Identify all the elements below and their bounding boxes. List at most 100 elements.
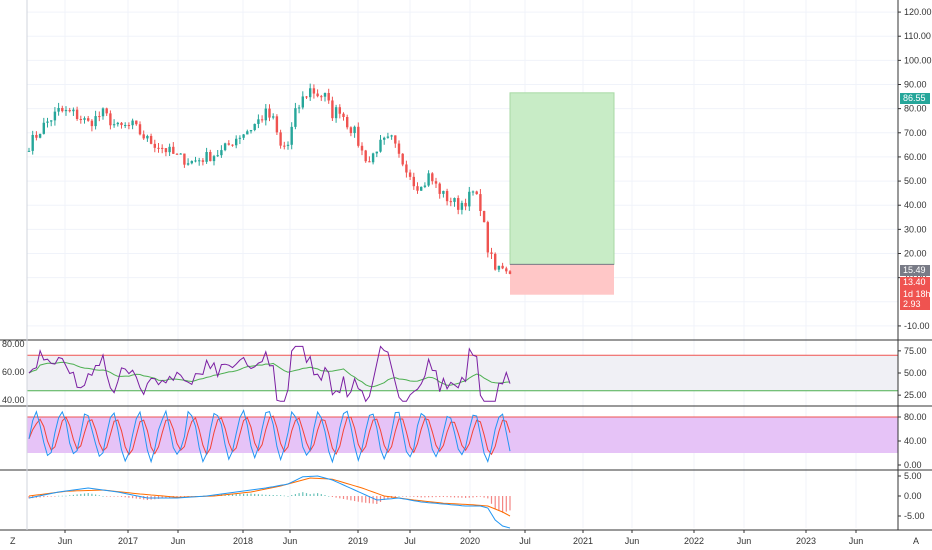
candle (153, 139, 156, 153)
candle (53, 107, 57, 126)
candle (442, 190, 445, 198)
candle (357, 122, 360, 148)
candle-body (38, 133, 42, 138)
candle-body (312, 88, 316, 94)
candle (27, 147, 31, 152)
candle (420, 186, 423, 191)
candle (490, 247, 493, 259)
candle (146, 134, 149, 142)
candle-body (453, 198, 456, 202)
macd-histogram-bar (453, 496, 456, 498)
macd-histogram-bar (346, 496, 348, 500)
macd-histogram-bar (283, 495, 285, 497)
candle (320, 94, 323, 101)
candle-body (105, 108, 108, 114)
macd-histogram-bar (106, 496, 108, 497)
macd-histogram-bar (335, 496, 337, 498)
macd-histogram-bar (420, 496, 422, 498)
candle-body (120, 122, 123, 126)
candle (412, 172, 415, 190)
macd-histogram-bar (398, 496, 400, 497)
candle-body (46, 121, 49, 123)
candle-body (346, 117, 349, 128)
macd-histogram-bar (291, 495, 293, 496)
candle-body (412, 176, 415, 187)
trade-profit-zone[interactable] (509, 92, 615, 265)
macd-histogram-bar (231, 494, 234, 496)
candle (168, 143, 171, 157)
price-axis[interactable]: 120.00 110.00 100.00 90.00 80.00 70.00 60.00 50… (898, 7, 932, 521)
time-axis[interactable]: Jun 2017 Jun 2018 Jun 2019 Jul 2020 Jul 2021 Jun 20… (58, 530, 864, 546)
candle-body (468, 191, 471, 207)
macd-histogram-bar (287, 496, 289, 497)
candle (427, 170, 430, 187)
macd-histogram-bar (428, 496, 430, 498)
candle (238, 135, 242, 145)
macd-histogram-bar (442, 496, 444, 497)
candle (75, 106, 79, 121)
candle-body (475, 191, 478, 195)
price-tag-target: 86.55 (900, 93, 930, 104)
panel-separators[interactable] (0, 0, 932, 531)
candle (231, 144, 234, 147)
macd-histogram-bar (109, 496, 111, 497)
timezone-button[interactable]: Z (10, 536, 16, 546)
auto-scale-button[interactable]: A (913, 536, 919, 546)
candle-body (68, 110, 71, 112)
candle-body (31, 134, 34, 151)
candle-body (194, 160, 197, 162)
candle-body (75, 109, 79, 120)
macd-histogram-bar (372, 496, 374, 504)
candle (46, 117, 49, 128)
macd-histogram-bar (354, 496, 356, 502)
trade-loss-zone[interactable] (510, 264, 614, 295)
candle-body (423, 185, 427, 187)
macd-histogram-bar (135, 496, 137, 499)
candle-body (98, 116, 101, 118)
macd-axis-tick-label: 5.00 (904, 471, 922, 481)
candle-body (116, 122, 119, 125)
candle (305, 96, 308, 99)
candle-body (227, 143, 230, 145)
candle-body (212, 156, 216, 162)
macd-histogram-bar (91, 493, 93, 496)
candle-body (223, 143, 227, 151)
candle (323, 92, 327, 102)
candle (227, 140, 230, 146)
price-axis-tick-label: 70.00 (904, 128, 927, 138)
time-axis-tick-label: Jun (171, 536, 186, 546)
macd-histogram-bar (413, 496, 415, 497)
macd-histogram-bar (58, 495, 60, 497)
candle (342, 112, 345, 121)
candle (120, 121, 123, 129)
price-axis-tick-label: 120.00 (904, 7, 932, 17)
macd-histogram-bar (490, 496, 493, 504)
macd-histogram-bar (257, 494, 259, 496)
candle (272, 113, 275, 120)
candle-body (186, 163, 190, 165)
macd-histogram-bar (298, 493, 300, 496)
candle (190, 160, 193, 165)
stoch-band (27, 417, 898, 453)
candle-body (124, 125, 127, 127)
candle (87, 115, 90, 122)
candle-body (138, 124, 142, 135)
candle-body (53, 111, 57, 121)
macd-histogram-bar (342, 496, 345, 499)
candle-body (482, 210, 486, 223)
macd-histogram-bar (494, 496, 496, 510)
macd-histogram-bar (280, 495, 282, 496)
candle-body (442, 190, 445, 194)
candle (394, 135, 397, 148)
macd-histogram-bar (339, 496, 341, 499)
candle (138, 121, 142, 136)
macd-histogram-bar (461, 496, 463, 498)
candle-body (408, 172, 412, 177)
price-tag-stop-text: 2.93 (903, 299, 921, 309)
price-axis-tick-label: 80.00 (904, 104, 927, 114)
candle (175, 153, 179, 155)
candle-body (61, 107, 64, 112)
candle-body (283, 145, 286, 147)
macd-histogram-bar (439, 496, 441, 498)
